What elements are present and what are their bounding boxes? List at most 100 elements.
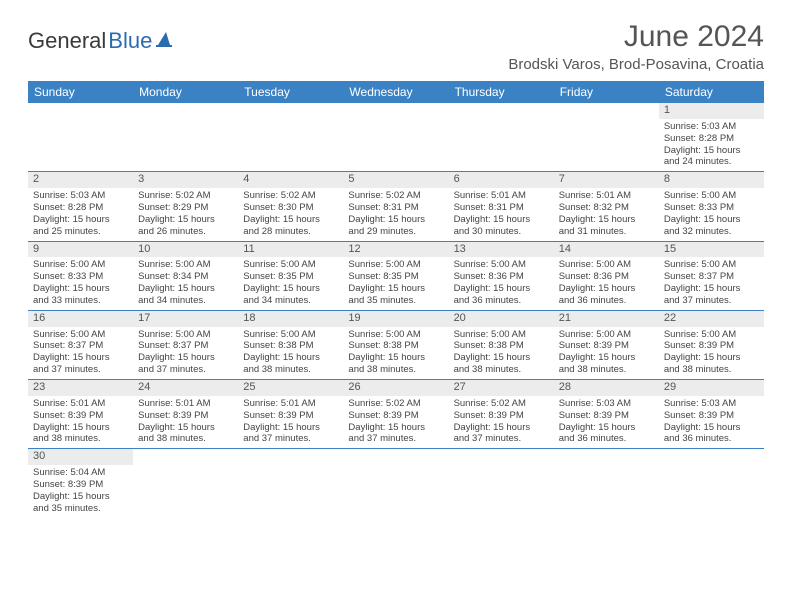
day-number: 9 [28, 242, 133, 258]
calendar-row: 9Sunrise: 5:00 AMSunset: 8:33 PMDaylight… [28, 241, 764, 310]
daylight-line1: Daylight: 15 hours [243, 214, 338, 226]
daylight-line1: Daylight: 15 hours [138, 214, 233, 226]
daylight-line1: Daylight: 15 hours [559, 422, 654, 434]
col-wednesday: Wednesday [343, 81, 448, 103]
calendar-cell: 6Sunrise: 5:01 AMSunset: 8:31 PMDaylight… [449, 172, 554, 241]
sunrise-text: Sunrise: 5:04 AM [33, 467, 128, 479]
sunrise-text: Sunrise: 5:00 AM [138, 329, 233, 341]
calendar-cell: 21Sunrise: 5:00 AMSunset: 8:39 PMDayligh… [554, 310, 659, 379]
day-number: 4 [238, 172, 343, 188]
daylight-line2: and 34 minutes. [138, 295, 233, 307]
sunrise-text: Sunrise: 5:00 AM [348, 259, 443, 271]
day-number: 24 [133, 380, 238, 396]
sunset-text: Sunset: 8:29 PM [138, 202, 233, 214]
day-number: 18 [238, 311, 343, 327]
daylight-line1: Daylight: 15 hours [664, 145, 759, 157]
sunrise-text: Sunrise: 5:00 AM [559, 329, 654, 341]
logo-sail-icon [156, 30, 176, 53]
calendar-cell: 25Sunrise: 5:01 AMSunset: 8:39 PMDayligh… [238, 380, 343, 449]
sunrise-text: Sunrise: 5:03 AM [33, 190, 128, 202]
day-info: Sunrise: 5:02 AMSunset: 8:39 PMDaylight:… [449, 396, 554, 449]
sunset-text: Sunset: 8:39 PM [454, 410, 549, 422]
daylight-line2: and 30 minutes. [454, 226, 549, 238]
sunset-text: Sunset: 8:39 PM [243, 410, 338, 422]
calendar-row: 16Sunrise: 5:00 AMSunset: 8:37 PMDayligh… [28, 310, 764, 379]
day-info: Sunrise: 5:00 AMSunset: 8:35 PMDaylight:… [238, 257, 343, 310]
title-block: June 2024 Brodski Varos, Brod-Posavina, … [508, 20, 764, 73]
daylight-line1: Daylight: 15 hours [138, 422, 233, 434]
daylight-line1: Daylight: 15 hours [559, 283, 654, 295]
calendar-cell: 8Sunrise: 5:00 AMSunset: 8:33 PMDaylight… [659, 172, 764, 241]
day-number: 26 [343, 380, 448, 396]
day-number: 11 [238, 242, 343, 258]
day-info: Sunrise: 5:00 AMSunset: 8:37 PMDaylight:… [28, 327, 133, 380]
day-info: Sunrise: 5:03 AMSunset: 8:39 PMDaylight:… [554, 396, 659, 449]
logo-text-blue: Blue [108, 28, 152, 54]
calendar-cell: 9Sunrise: 5:00 AMSunset: 8:33 PMDaylight… [28, 241, 133, 310]
daylight-line1: Daylight: 15 hours [33, 214, 128, 226]
day-number: 2 [28, 172, 133, 188]
day-number: 1 [659, 103, 764, 119]
daylight-line2: and 37 minutes. [138, 364, 233, 376]
day-number: 19 [343, 311, 448, 327]
col-friday: Friday [554, 81, 659, 103]
sunset-text: Sunset: 8:39 PM [33, 410, 128, 422]
sunrise-text: Sunrise: 5:00 AM [243, 259, 338, 271]
location: Brodski Varos, Brod-Posavina, Croatia [508, 56, 764, 73]
logo-text-general: General [28, 28, 106, 54]
day-info: Sunrise: 5:01 AMSunset: 8:39 PMDaylight:… [28, 396, 133, 449]
day-number: 12 [343, 242, 448, 258]
sunrise-text: Sunrise: 5:00 AM [664, 329, 759, 341]
day-info: Sunrise: 5:02 AMSunset: 8:30 PMDaylight:… [238, 188, 343, 241]
daylight-line2: and 34 minutes. [243, 295, 338, 307]
calendar-cell: 16Sunrise: 5:00 AMSunset: 8:37 PMDayligh… [28, 310, 133, 379]
sunrise-text: Sunrise: 5:00 AM [454, 329, 549, 341]
day-info: Sunrise: 5:01 AMSunset: 8:39 PMDaylight:… [238, 396, 343, 449]
sunset-text: Sunset: 8:37 PM [33, 340, 128, 352]
day-number: 16 [28, 311, 133, 327]
calendar-cell [449, 449, 554, 518]
day-number: 27 [449, 380, 554, 396]
daylight-line1: Daylight: 15 hours [348, 352, 443, 364]
daylight-line1: Daylight: 15 hours [348, 214, 443, 226]
day-info: Sunrise: 5:00 AMSunset: 8:38 PMDaylight:… [238, 327, 343, 380]
sunset-text: Sunset: 8:33 PM [33, 271, 128, 283]
daylight-line2: and 37 minutes. [33, 364, 128, 376]
daylight-line2: and 33 minutes. [33, 295, 128, 307]
day-info: Sunrise: 5:00 AMSunset: 8:34 PMDaylight:… [133, 257, 238, 310]
sunrise-text: Sunrise: 5:00 AM [33, 329, 128, 341]
day-info: Sunrise: 5:02 AMSunset: 8:29 PMDaylight:… [133, 188, 238, 241]
calendar-cell: 5Sunrise: 5:02 AMSunset: 8:31 PMDaylight… [343, 172, 448, 241]
calendar-cell: 23Sunrise: 5:01 AMSunset: 8:39 PMDayligh… [28, 380, 133, 449]
daylight-line1: Daylight: 15 hours [664, 214, 759, 226]
day-info: Sunrise: 5:00 AMSunset: 8:39 PMDaylight:… [554, 327, 659, 380]
sunrise-text: Sunrise: 5:01 AM [454, 190, 549, 202]
daylight-line1: Daylight: 15 hours [138, 283, 233, 295]
daylight-line1: Daylight: 15 hours [33, 491, 128, 503]
day-number: 6 [449, 172, 554, 188]
day-number: 7 [554, 172, 659, 188]
calendar-cell: 2Sunrise: 5:03 AMSunset: 8:28 PMDaylight… [28, 172, 133, 241]
daylight-line2: and 38 minutes. [348, 364, 443, 376]
daylight-line1: Daylight: 15 hours [348, 422, 443, 434]
daylight-line1: Daylight: 15 hours [348, 283, 443, 295]
day-info: Sunrise: 5:00 AMSunset: 8:33 PMDaylight:… [28, 257, 133, 310]
sunset-text: Sunset: 8:31 PM [454, 202, 549, 214]
daylight-line2: and 32 minutes. [664, 226, 759, 238]
sunset-text: Sunset: 8:28 PM [664, 133, 759, 145]
sunset-text: Sunset: 8:32 PM [559, 202, 654, 214]
sunset-text: Sunset: 8:38 PM [454, 340, 549, 352]
col-monday: Monday [133, 81, 238, 103]
calendar-table: Sunday Monday Tuesday Wednesday Thursday… [28, 81, 764, 518]
sunset-text: Sunset: 8:39 PM [559, 410, 654, 422]
day-number: 22 [659, 311, 764, 327]
sunset-text: Sunset: 8:39 PM [559, 340, 654, 352]
calendar-cell: 3Sunrise: 5:02 AMSunset: 8:29 PMDaylight… [133, 172, 238, 241]
calendar-cell: 4Sunrise: 5:02 AMSunset: 8:30 PMDaylight… [238, 172, 343, 241]
daylight-line1: Daylight: 15 hours [33, 422, 128, 434]
daylight-line2: and 36 minutes. [559, 295, 654, 307]
sunrise-text: Sunrise: 5:01 AM [138, 398, 233, 410]
daylight-line1: Daylight: 15 hours [138, 352, 233, 364]
sunset-text: Sunset: 8:39 PM [664, 340, 759, 352]
daylight-line2: and 28 minutes. [243, 226, 338, 238]
